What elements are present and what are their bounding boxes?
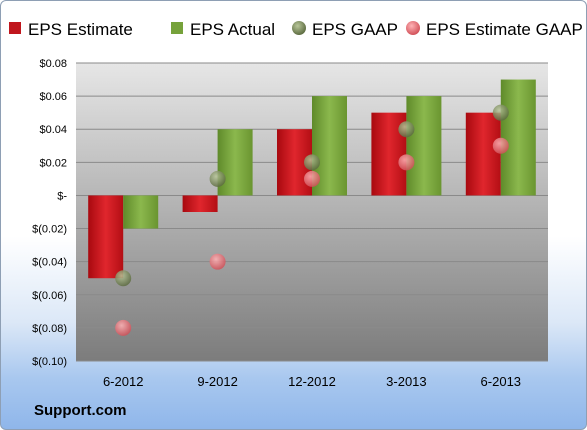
x-tick-label: 3-2013 xyxy=(386,374,426,389)
x-tick-label: 12-2012 xyxy=(288,374,336,389)
y-tick-label: $(0.06) xyxy=(32,290,67,302)
y-tick-label: $(0.08) xyxy=(32,323,67,335)
markers xyxy=(115,104,509,336)
legend-swatch xyxy=(292,21,306,35)
bar-eps-estimate xyxy=(465,112,501,196)
legend-label: EPS Estimate xyxy=(28,20,133,39)
y-tick-label: $(0.02) xyxy=(32,224,67,236)
legend-swatch xyxy=(171,22,183,34)
marker-eps-estimate-gaap xyxy=(492,137,509,154)
y-axis: $0.08 $0.06 $0.04 $0.02 $- $(0.02) $(0.04) $(0.… xyxy=(32,58,67,368)
bar-eps-estimate xyxy=(88,195,124,279)
legend-swatch xyxy=(406,21,420,35)
marker-eps-gaap xyxy=(209,170,226,187)
legend: EPS Estimate EPS Actual EPS GAAP EPS Estima… xyxy=(9,20,583,39)
y-tick-label: $0.06 xyxy=(39,91,67,103)
marker-eps-gaap xyxy=(398,121,415,138)
marker-eps-estimate-gaap xyxy=(398,154,415,171)
legend-label: EPS GAAP xyxy=(312,20,398,39)
marker-eps-gaap xyxy=(115,270,132,287)
x-tick-label: 6-2012 xyxy=(103,374,143,389)
bar-eps-actual xyxy=(406,96,442,196)
y-tick-label: $0.02 xyxy=(39,157,67,169)
bars xyxy=(88,79,536,279)
x-tick-label: 9-2012 xyxy=(197,374,237,389)
marker-eps-estimate-gaap xyxy=(304,170,320,187)
bar-eps-actual xyxy=(500,79,536,196)
bar-eps-actual xyxy=(123,195,159,229)
legend-label: EPS Actual xyxy=(190,20,275,39)
marker-eps-estimate-gaap xyxy=(209,253,226,270)
marker-eps-gaap xyxy=(492,104,509,121)
legend-swatch xyxy=(9,22,21,34)
company-label: Support.com xyxy=(34,402,127,419)
y-tick-label: $- xyxy=(57,190,67,202)
marker-eps-gaap xyxy=(304,154,320,171)
y-tick-label: $0.08 xyxy=(39,58,67,70)
x-axis: 6-2012 9-2012 12-2012 3-2013 6-2013 xyxy=(103,374,521,389)
y-tick-label: $0.04 xyxy=(39,124,67,136)
bar-eps-actual xyxy=(217,129,253,196)
marker-eps-estimate-gaap xyxy=(115,319,132,336)
y-tick-label: $(0.10) xyxy=(32,356,67,368)
x-tick-label: 6-2013 xyxy=(481,374,521,389)
y-tick-label: $(0.04) xyxy=(32,257,67,269)
legend-label: EPS Estimate GAAP xyxy=(426,20,583,39)
bar-eps-estimate xyxy=(182,195,218,212)
